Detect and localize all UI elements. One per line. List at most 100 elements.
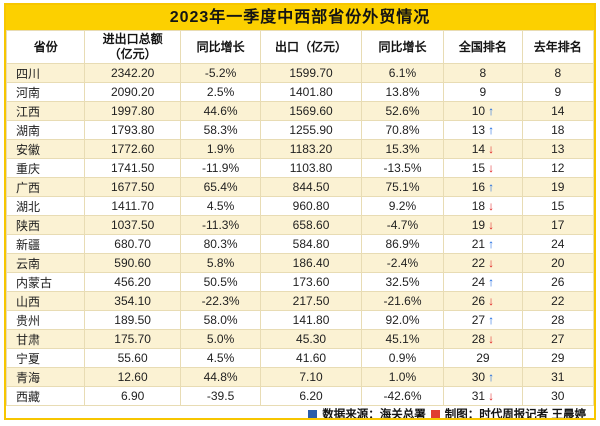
- credit-label: 制图：时代周报记者 王晨婷: [444, 409, 586, 420]
- province-cell: 湖北: [6, 196, 86, 216]
- footer: 数据来源：海关总署 制图：时代周报记者 王晨婷: [6, 406, 594, 420]
- export-cell: 217.50: [260, 291, 362, 311]
- table-row: 宁夏 55.60 4.5% 41.60 0.9% 29 29: [6, 348, 594, 368]
- total-yoy-cell: 44.6%: [179, 101, 262, 121]
- export-cell: 1401.80: [260, 82, 362, 102]
- total-yoy-cell: 4.5%: [179, 348, 262, 368]
- rank-cell: 22 ↓: [443, 253, 523, 273]
- table-row: 西藏 6.90 -39.5 6.20 -42.6% 31 ↓ 30: [6, 386, 594, 406]
- province-cell: 山西: [6, 291, 86, 311]
- export-cell: 658.60: [260, 215, 362, 235]
- col-header-last-rank: 去年排名: [521, 30, 594, 64]
- export-cell: 173.60: [260, 272, 362, 292]
- rank-down-icon: ↓: [488, 142, 495, 156]
- total-cell: 456.20: [84, 272, 181, 292]
- rank-cell: 28 ↓: [443, 329, 523, 349]
- table-row: 青海 12.60 44.8% 7.10 1.0% 30 ↑ 31: [6, 367, 594, 387]
- rank-up-icon: ↑: [488, 123, 495, 137]
- total-yoy-cell: 1.9%: [179, 139, 262, 159]
- page-title: 2023年一季度中西部省份外贸情况: [6, 5, 594, 30]
- province-cell: 重庆: [6, 158, 86, 178]
- table-body: 四川 2342.20 -5.2% 1599.70 6.1% 8 8 河南 2090.20 2.5%…: [6, 63, 594, 406]
- total-cell: 590.60: [84, 253, 181, 273]
- rank-up-icon: ↑: [488, 104, 495, 118]
- table-row: 内蒙古 456.20 50.5% 173.60 32.5% 24 ↑ 26: [6, 272, 594, 292]
- last-rank-cell: 28: [521, 310, 594, 330]
- table-row: 重庆 1741.50 -11.9% 1103.80 -13.5% 15 ↓ 12: [6, 158, 594, 178]
- rank-down-icon: ↓: [488, 332, 495, 346]
- export-yoy-cell: 1.0%: [360, 367, 445, 387]
- total-cell: 354.10: [84, 291, 181, 311]
- export-yoy-cell: 45.1%: [360, 329, 445, 349]
- total-yoy-cell: 50.5%: [179, 272, 262, 292]
- table-row: 安徽 1772.60 1.9% 1183.20 15.3% 14 ↓ 13: [6, 139, 594, 159]
- province-cell: 广西: [6, 177, 86, 197]
- rank-cell: 8: [443, 63, 523, 83]
- rank-cell: 13 ↑: [443, 120, 523, 140]
- province-cell: 宁夏: [6, 348, 86, 368]
- province-cell: 陕西: [6, 215, 86, 235]
- total-yoy-cell: -11.3%: [179, 215, 262, 235]
- table-row: 河南 2090.20 2.5% 1401.80 13.8% 9 9: [6, 82, 594, 102]
- total-cell: 189.50: [84, 310, 181, 330]
- col-header-total-yoy: 同比增长: [179, 30, 262, 64]
- total-cell: 6.90: [84, 386, 181, 406]
- data-source-label: 数据来源：海关总署: [322, 409, 426, 420]
- trade-table: 省份 进出口总额 （亿元） 同比增长 出口（亿元） 同比增长 全国排名 去年排名…: [6, 30, 594, 406]
- last-rank-cell: 14: [521, 101, 594, 121]
- last-rank-cell: 8: [521, 63, 594, 83]
- last-rank-cell: 24: [521, 234, 594, 254]
- last-rank-cell: 27: [521, 329, 594, 349]
- rank-cell: 31 ↓: [443, 386, 523, 406]
- total-cell: 2090.20: [84, 82, 181, 102]
- rank-down-icon: ↓: [488, 161, 495, 175]
- last-rank-cell: 19: [521, 177, 594, 197]
- rank-cell: 19 ↓: [443, 215, 523, 235]
- export-yoy-cell: 6.1%: [360, 63, 445, 83]
- province-cell: 河南: [6, 82, 86, 102]
- total-yoy-cell: 5.8%: [179, 253, 262, 273]
- rank-up-icon: ↑: [488, 237, 495, 251]
- table-header: 省份 进出口总额 （亿元） 同比增长 出口（亿元） 同比增长 全国排名 去年排名: [6, 30, 594, 64]
- last-rank-cell: 12: [521, 158, 594, 178]
- rank-cell: 18 ↓: [443, 196, 523, 216]
- col-header-province: 省份: [6, 30, 86, 64]
- rank-up-icon: ↑: [488, 370, 495, 384]
- province-cell: 安徽: [6, 139, 86, 159]
- export-yoy-cell: 13.8%: [360, 82, 445, 102]
- rank-cell: 29: [443, 348, 523, 368]
- table-row: 湖北 1411.70 4.5% 960.80 9.2% 18 ↓ 15: [6, 196, 594, 216]
- province-cell: 江西: [6, 101, 86, 121]
- last-rank-cell: 30: [521, 386, 594, 406]
- rank-cell: 24 ↑: [443, 272, 523, 292]
- total-cell: 2342.20: [84, 63, 181, 83]
- total-yoy-cell: 5.0%: [179, 329, 262, 349]
- rank-cell: 16 ↑: [443, 177, 523, 197]
- last-rank-cell: 26: [521, 272, 594, 292]
- rank-cell: 26 ↓: [443, 291, 523, 311]
- source-marker-icon: [308, 409, 318, 418]
- export-cell: 186.40: [260, 253, 362, 273]
- rank-cell: 27 ↑: [443, 310, 523, 330]
- total-cell: 1772.60: [84, 139, 181, 159]
- export-cell: 844.50: [260, 177, 362, 197]
- col-header-rank: 全国排名: [443, 30, 523, 64]
- total-yoy-cell: 2.5%: [179, 82, 262, 102]
- table-row: 湖南 1793.80 58.3% 1255.90 70.8% 13 ↑ 18: [6, 120, 594, 140]
- last-rank-cell: 22: [521, 291, 594, 311]
- total-yoy-cell: 4.5%: [179, 196, 262, 216]
- export-yoy-cell: 75.1%: [360, 177, 445, 197]
- last-rank-cell: 9: [521, 82, 594, 102]
- table-row: 广西 1677.50 65.4% 844.50 75.1% 16 ↑ 19: [6, 177, 594, 197]
- rank-down-icon: ↓: [488, 199, 495, 213]
- rank-cell: 15 ↓: [443, 158, 523, 178]
- table-row: 甘肃 175.70 5.0% 45.30 45.1% 28 ↓ 27: [6, 329, 594, 349]
- col-header-export-yoy: 同比增长: [360, 30, 445, 64]
- export-yoy-cell: -42.6%: [360, 386, 445, 406]
- export-cell: 584.80: [260, 234, 362, 254]
- export-yoy-cell: 0.9%: [360, 348, 445, 368]
- export-yoy-cell: -21.6%: [360, 291, 445, 311]
- export-yoy-cell: 9.2%: [360, 196, 445, 216]
- total-cell: 1997.80: [84, 101, 181, 121]
- total-yoy-cell: -5.2%: [179, 63, 262, 83]
